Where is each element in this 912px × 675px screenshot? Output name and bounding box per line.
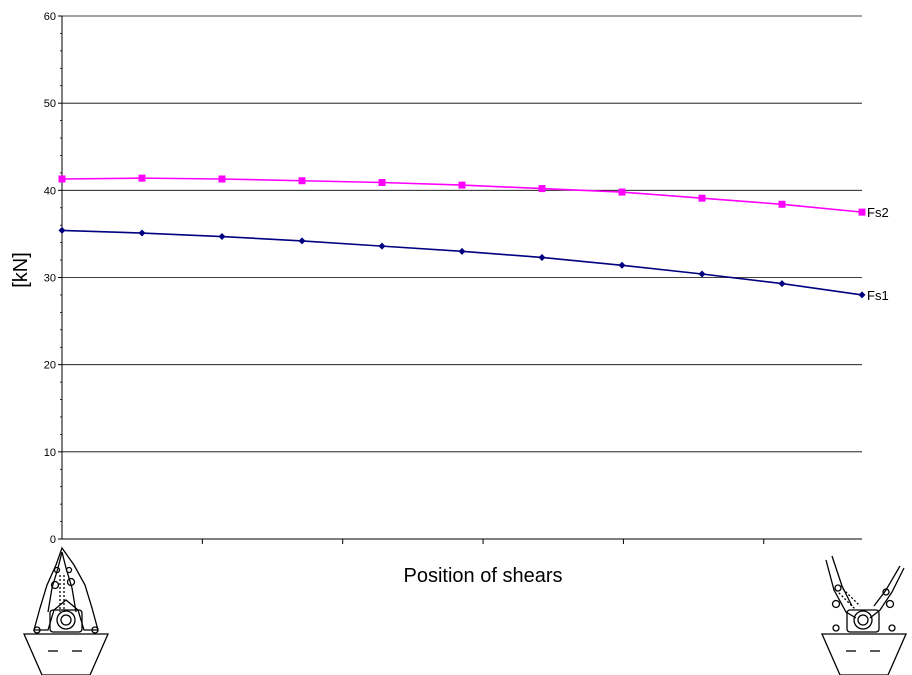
y-axis-title: [kN] <box>10 252 32 288</box>
data-point-fs1 <box>858 291 866 299</box>
data-point-fs1 <box>778 280 786 288</box>
y-axis: 0 10 20 30 40 50 60 <box>44 11 63 546</box>
shears-open-icon <box>821 555 907 675</box>
data-point-fs2 <box>698 194 706 202</box>
data-point-fs1 <box>298 237 306 245</box>
series-label-fs2: Fs2 <box>867 205 889 220</box>
data-point-fs2 <box>138 174 146 182</box>
data-point-fs2 <box>298 177 306 185</box>
x-axis <box>62 538 862 544</box>
data-point-fs1 <box>378 242 386 250</box>
y-tick-label: 50 <box>44 98 56 110</box>
grid-lines <box>62 15 862 453</box>
y-tick-label: 60 <box>44 11 56 23</box>
series-group: Fs1 Fs2 <box>58 174 889 303</box>
data-point-fs1 <box>538 253 546 261</box>
data-point-fs2 <box>618 188 626 196</box>
x-axis-title: Position of shears <box>404 565 563 587</box>
data-point-fs1 <box>138 229 146 237</box>
data-point-fs1 <box>698 270 706 278</box>
data-point-fs2 <box>858 208 866 216</box>
y-tick-label: 30 <box>44 273 56 285</box>
shears-closed-icon <box>23 546 109 675</box>
y-tick-label: 10 <box>44 447 56 459</box>
data-point-fs2 <box>538 185 546 193</box>
y-tick-label: 0 <box>50 534 56 546</box>
data-point-fs2 <box>458 181 466 189</box>
data-point-fs2 <box>778 200 786 208</box>
y-tick-label: 20 <box>44 360 56 372</box>
data-point-fs2 <box>218 175 226 183</box>
data-point-fs1 <box>218 233 226 241</box>
data-point-fs1 <box>458 247 466 255</box>
y-tick-label: 40 <box>44 185 56 197</box>
data-point-fs2 <box>378 178 386 186</box>
data-point-fs1 <box>618 261 626 269</box>
data-point-fs1 <box>58 226 66 234</box>
data-point-fs2 <box>58 175 66 183</box>
series-line-fs1 <box>61 229 863 296</box>
series-label-fs1: Fs1 <box>867 288 889 303</box>
